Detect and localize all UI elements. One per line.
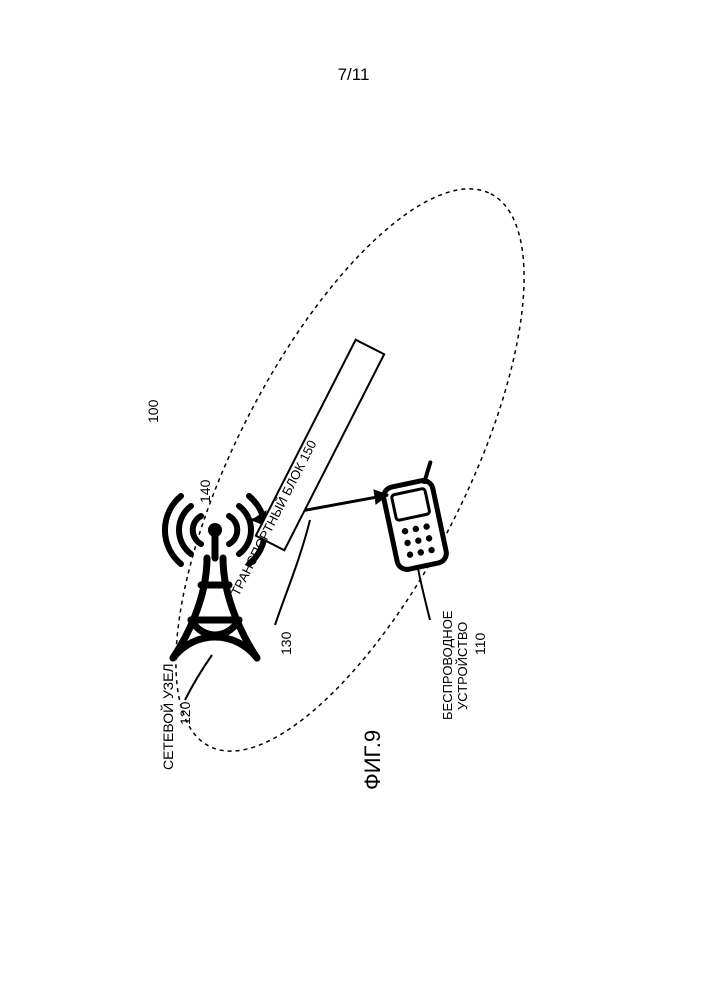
link-ref-label: 130 bbox=[278, 632, 294, 655]
figure-label: ФИГ.9 bbox=[360, 730, 386, 790]
wireless-device-label2: УСТРОЙСТВО bbox=[455, 622, 470, 710]
page: 7/11 bbox=[0, 0, 707, 1000]
wireless-device-label1: БЕСПРОВОДНОЕ bbox=[440, 611, 455, 720]
diagram-svg bbox=[0, 0, 707, 1000]
leader-120 bbox=[185, 655, 212, 700]
system-ref-label: 100 bbox=[145, 400, 161, 423]
network-node-label: СЕТЕВОЙ УЗЕЛ bbox=[160, 663, 176, 770]
wireless-device-ref: 110 bbox=[472, 633, 488, 655]
network-node-ref: 120 bbox=[177, 702, 193, 725]
coverage-ellipse bbox=[107, 142, 593, 799]
leader-110 bbox=[418, 568, 430, 620]
phone-icon bbox=[378, 462, 451, 571]
coverage-ref-label: 140 bbox=[197, 480, 213, 503]
